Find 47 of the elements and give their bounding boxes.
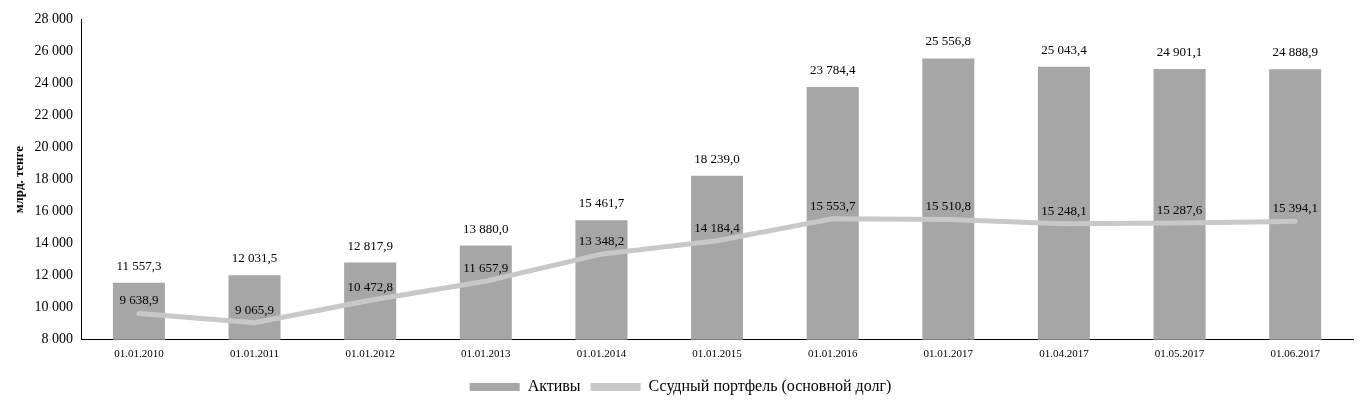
data-label: 12 031,5	[231, 250, 278, 266]
y-tick-label: 14 000	[34, 235, 74, 251]
x-tick-label: 01.01.2010	[114, 347, 165, 360]
x-tick-label: 01.05.2017	[1154, 347, 1205, 360]
y-tick-label: 20 000	[34, 139, 74, 155]
data-label: 11 557,3	[116, 257, 162, 273]
y-tick-label: 12 000	[34, 267, 74, 283]
y-tick-label: 18 000	[34, 171, 74, 187]
y-tick-label: 28 000	[34, 11, 74, 27]
data-label: 15 394,1	[1272, 200, 1318, 216]
x-tick-label: 01.06.2017	[1270, 347, 1321, 360]
y-tick-label: 10 000	[34, 299, 74, 315]
data-label: 15 553,7	[809, 197, 856, 213]
data-label: 13 348,2	[578, 233, 625, 249]
data-label: 15 461,7	[578, 195, 625, 211]
y-tick-label: 16 000	[34, 203, 74, 219]
data-label: 13 880,0	[463, 220, 509, 236]
y-tick-label: 8 000	[41, 331, 74, 347]
x-tick-label: 01.01.2012	[345, 347, 395, 360]
x-tick-label: 01.01.2013	[461, 347, 512, 360]
data-label: 15 248,1	[1041, 202, 1087, 218]
data-label: 9 638,9	[119, 292, 159, 308]
y-tick-label: 22 000	[34, 107, 74, 123]
legend-label: Ссудный портфель (основной долг)	[648, 377, 892, 396]
data-label: 10 472,8	[347, 279, 393, 295]
x-tick-label: 01.01.2017	[923, 347, 974, 360]
data-label: 25 043,4	[1041, 41, 1088, 57]
y-axis-title: млрд. тенге	[11, 145, 27, 214]
data-label: 24 888,9	[1272, 44, 1318, 60]
data-label: 11 657,9	[463, 260, 509, 276]
x-tick-label: 01.01.2014	[576, 347, 627, 360]
data-label: 25 556,8	[925, 33, 972, 49]
y-tick-label: 26 000	[34, 43, 74, 59]
x-tick-label: 01.01.2015	[692, 347, 743, 360]
x-tick-label: 01.01.2011	[229, 347, 280, 360]
x-tick-label: 01.04.2017	[1039, 347, 1090, 360]
data-label: 12 817,9	[347, 237, 393, 253]
data-label: 14 184,4	[694, 219, 741, 235]
data-label: 24 901,1	[1156, 43, 1203, 59]
data-label: 9 065,9	[235, 301, 275, 317]
data-label: 15 287,6	[1156, 201, 1203, 217]
legend-label: Активы	[527, 377, 581, 395]
data-label: 23 784,4	[809, 61, 856, 77]
data-label: 15 510,8	[925, 198, 972, 214]
data-label: 18 239,0	[694, 150, 740, 166]
x-tick-label: 01.01.2016	[807, 347, 858, 360]
y-tick-label: 24 000	[34, 75, 74, 91]
